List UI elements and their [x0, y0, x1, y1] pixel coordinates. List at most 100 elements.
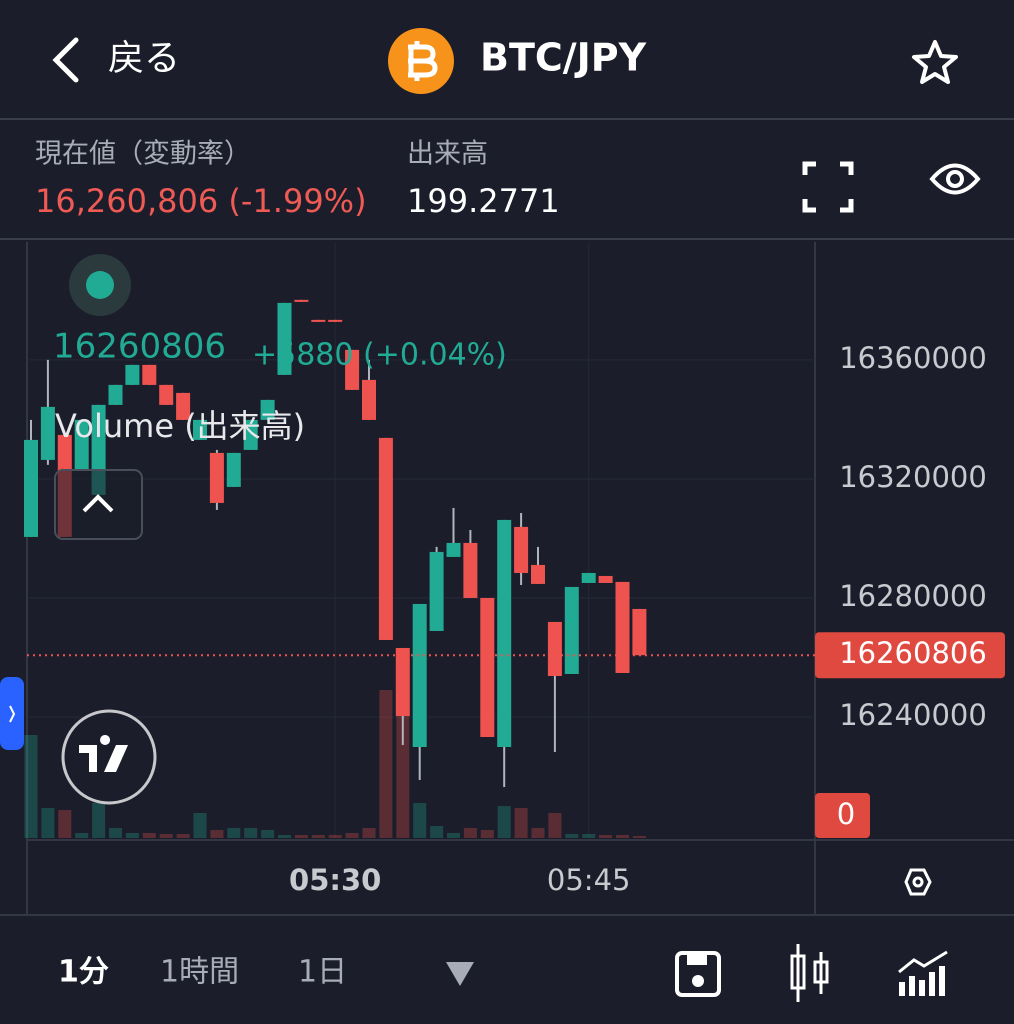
back-icon[interactable] [52, 37, 79, 83]
candle-body [547, 621, 562, 676]
volume-title: Volume (出来高) [55, 407, 305, 445]
volume-bar [582, 834, 596, 838]
legend-change: +5880 (+0.04%) [252, 338, 507, 373]
volume-bar [75, 833, 89, 838]
volume-bar [142, 833, 156, 838]
volume-bar [480, 830, 494, 838]
candle-body [328, 319, 343, 322]
settings-icon[interactable] [904, 868, 932, 896]
volume-bar [328, 835, 342, 838]
legend-price: 16260806 [53, 327, 226, 367]
volume-bar [463, 828, 477, 838]
candle-body [564, 586, 579, 674]
candle-body [615, 581, 630, 673]
volume-bar [278, 835, 291, 838]
volume-bar [58, 810, 72, 838]
candle-body [74, 419, 89, 470]
candle-body [159, 384, 174, 405]
fullscreen-icon[interactable] [802, 161, 854, 213]
settings-icon-center [912, 876, 924, 888]
volume-bar [24, 735, 38, 838]
save-icon[interactable] [675, 951, 721, 997]
volume-bar [41, 808, 55, 838]
candle-body [277, 302, 292, 375]
volume-bar [109, 828, 122, 838]
y-tick-label: 16360000 [839, 341, 987, 375]
volume-bar [514, 808, 528, 838]
chart-type-icon[interactable] [790, 944, 829, 1002]
eye-icon[interactable] [929, 163, 981, 195]
candle-body [294, 299, 309, 302]
volume-bar [159, 834, 173, 838]
dropdown-icon[interactable] [446, 962, 474, 986]
candle-body [598, 575, 613, 583]
price-label: 現在値（変動率） [35, 139, 251, 170]
x-tick-label: 05:30 [289, 863, 381, 897]
volume-bar [599, 835, 613, 838]
candle-body [581, 572, 596, 583]
timeframe-tab[interactable]: 1日 [298, 955, 347, 990]
candle-body [108, 384, 123, 405]
candle-body [378, 437, 393, 640]
candle-body [142, 364, 157, 385]
y-tick-label: 16240000 [839, 698, 987, 732]
timeframe-tab[interactable]: 1時間 [160, 955, 239, 990]
volume-bar [632, 836, 646, 838]
plot-area [24, 242, 815, 838]
candle-body [311, 319, 326, 322]
volume-bar [125, 833, 139, 838]
y-tick-label: 16280000 [839, 579, 987, 613]
candle-body [531, 564, 545, 584]
y-tick-label: 16320000 [839, 460, 987, 494]
status-dot [86, 271, 114, 299]
volume-bar [548, 813, 562, 838]
volume-bar [616, 835, 629, 838]
volume-tag [815, 793, 870, 838]
candle-body [395, 647, 410, 717]
volume-tag-label: 0 [837, 797, 855, 831]
favorite-star[interactable] [912, 40, 958, 84]
candle-body [209, 452, 224, 503]
back-label[interactable]: 戻る [108, 38, 180, 79]
collapse-icon [82, 494, 114, 513]
candle-body [480, 597, 495, 737]
side-tab-icon [9, 705, 16, 723]
candle-body [243, 419, 258, 450]
price-tag [815, 632, 1005, 679]
volume-bar [531, 828, 545, 838]
indicators-icon[interactable] [898, 950, 948, 996]
candle-body [429, 551, 444, 631]
volume-bar [210, 830, 224, 838]
candle-body [125, 364, 140, 385]
candle-body [193, 419, 207, 440]
volume-bar [497, 806, 511, 838]
candle-body [514, 526, 529, 573]
tradingview-logo[interactable] [61, 709, 157, 805]
collapse-button[interactable] [54, 469, 143, 540]
candle-body [446, 542, 461, 557]
candle-body [632, 608, 647, 656]
candle-body [260, 399, 275, 420]
x-tick-label: 05:45 [547, 863, 631, 897]
candle-body [176, 392, 191, 420]
candle-body [40, 406, 55, 460]
volume-bar [176, 834, 190, 838]
current-price: 16,260,806 (-1.99%) [35, 182, 367, 220]
side-tab[interactable] [0, 677, 24, 750]
volume-bar [430, 826, 444, 838]
candle-body [226, 452, 241, 487]
volume-bar [244, 828, 258, 838]
volume-bar [227, 828, 241, 838]
btc-icon [388, 28, 454, 94]
timeframe-tab[interactable]: 1分 [58, 955, 109, 990]
candle-body [362, 379, 376, 420]
volume-bar [447, 833, 460, 838]
candle-body [463, 542, 478, 598]
volume-bar [92, 803, 106, 838]
symbol: BTC/JPY [480, 36, 647, 80]
candle-body [24, 439, 38, 537]
candle-body [412, 603, 427, 747]
volume-bar [565, 834, 579, 838]
